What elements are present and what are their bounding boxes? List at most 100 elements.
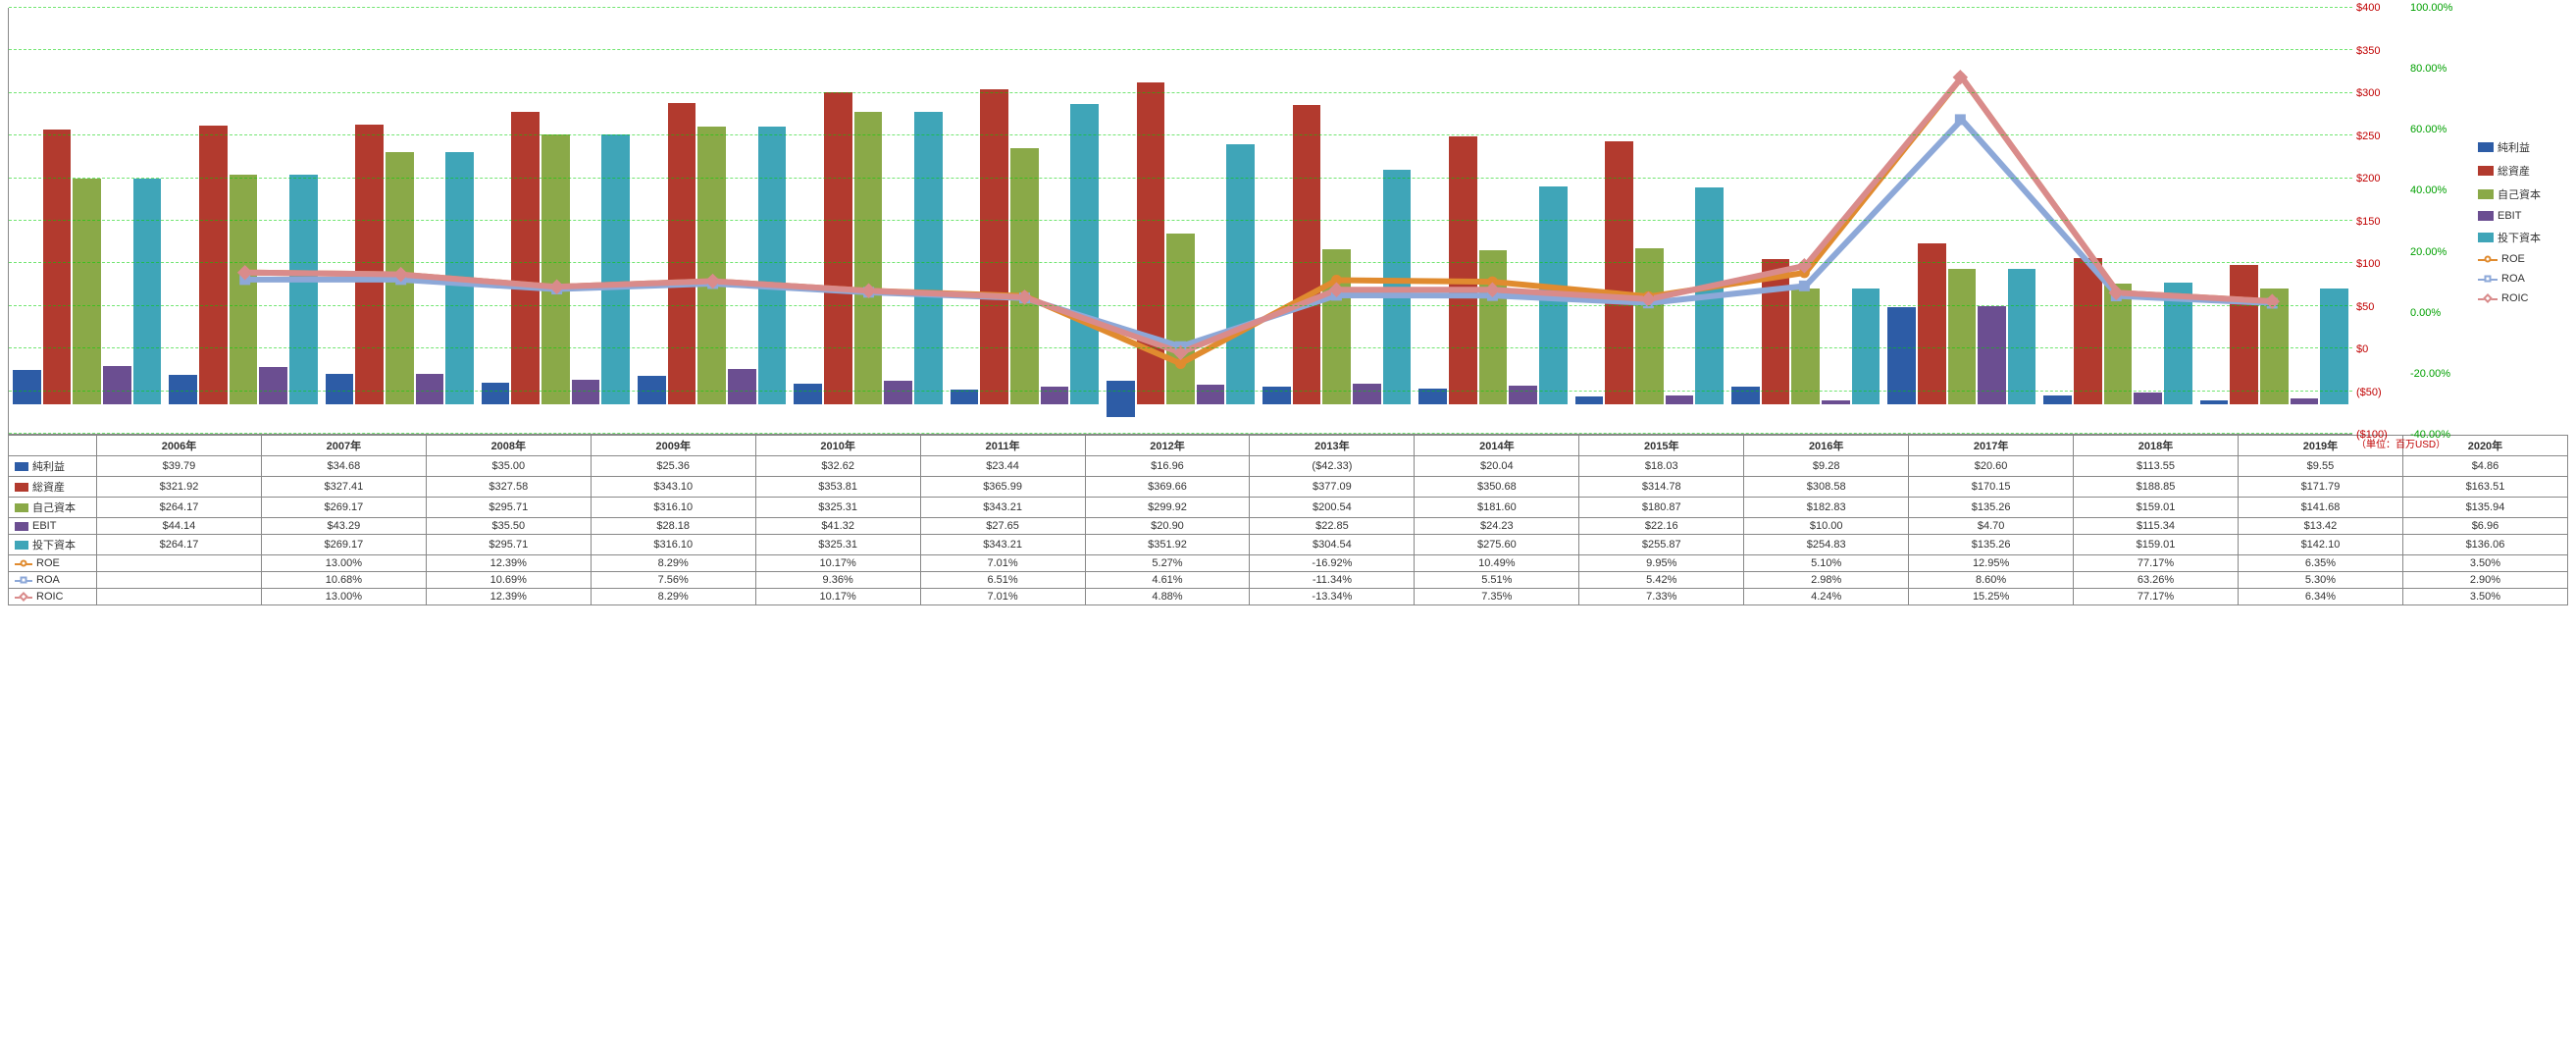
bar-total_assets: [1293, 105, 1321, 403]
primary-tick: $400: [2356, 2, 2380, 14]
legend-label: 総資産: [2498, 163, 2530, 179]
year-slot: [1259, 8, 1415, 434]
table-cell: $159.01: [2074, 498, 2239, 518]
legend-label: ROA: [2501, 273, 2525, 285]
bar-invested_capital: [1383, 170, 1412, 404]
table-cell: $142.10: [2238, 535, 2402, 555]
chart-plot: [8, 8, 2352, 435]
year-slot: [1571, 8, 1727, 434]
secondary-y-axis: -40.00%-20.00%0.00%20.00%40.00%60.00%80.…: [2406, 8, 2470, 435]
table-cell: $163.51: [2402, 477, 2567, 498]
year-slot: [322, 8, 478, 434]
table-cell: $343.10: [591, 477, 755, 498]
table-cell: $159.01: [2074, 535, 2239, 555]
table-cell: $18.03: [1579, 456, 1744, 477]
primary-tick: $50: [2356, 301, 2374, 313]
table-cell: 10.17%: [755, 589, 920, 605]
row-header: ROA: [9, 572, 97, 589]
table-cell: 3.50%: [2402, 555, 2567, 572]
row-swatch: [15, 522, 28, 531]
table-cell: $351.92: [1085, 535, 1250, 555]
table-cell: $24.23: [1415, 518, 1579, 535]
bar-total_assets: [668, 103, 696, 404]
bar-equity: [1322, 249, 1351, 404]
table-cell: 4.88%: [1085, 589, 1250, 605]
table-header-row: 2006年2007年2008年2009年2010年2011年2012年2013年…: [9, 436, 2568, 456]
bar-net_income: [326, 374, 354, 403]
table-cell: 15.25%: [1909, 589, 2074, 605]
bar-ebit: [2134, 393, 2162, 404]
table-cell: $43.29: [261, 518, 426, 535]
table-cell: $25.36: [591, 456, 755, 477]
bar-total_assets: [1762, 259, 1790, 404]
table-cell: $23.44: [920, 456, 1085, 477]
bar-total_assets: [980, 89, 1008, 404]
table-cell: $20.60: [1909, 456, 2074, 477]
bar-equity: [1479, 250, 1508, 404]
table-cell: $316.10: [591, 498, 755, 518]
bar-equity: [2104, 284, 2133, 404]
table-cell: 2.98%: [1744, 572, 1909, 589]
table-cell: 9.95%: [1579, 555, 1744, 572]
row-label: 投下資本: [32, 537, 76, 552]
row-swatch: [15, 503, 28, 512]
row-swatch: [15, 592, 32, 602]
table-cell: $180.87: [1579, 498, 1744, 518]
table-cell: 12.39%: [426, 589, 591, 605]
bar-ebit: [1822, 400, 1850, 404]
table-cell: $182.83: [1744, 498, 1909, 518]
table-year-header: 2014年: [1415, 436, 1579, 456]
table-cell: 12.39%: [426, 555, 591, 572]
table-cell: $44.14: [97, 518, 262, 535]
table-year-header: 2006年: [97, 436, 262, 456]
bar-total_assets: [1449, 136, 1477, 404]
secondary-tick: 40.00%: [2410, 184, 2447, 196]
year-slot: [1727, 8, 1883, 434]
table-year-header: 2008年: [426, 436, 591, 456]
table-cell: 7.33%: [1579, 589, 1744, 605]
table-cell: 5.42%: [1579, 572, 1744, 589]
table-cell: -11.34%: [1250, 572, 1415, 589]
gridline: [9, 347, 2352, 348]
primary-tick: $150: [2356, 216, 2380, 228]
table-row-roa: ROA10.68%10.69%7.56%9.36%6.51%4.61%-11.3…: [9, 572, 2568, 589]
bar-invested_capital: [601, 134, 630, 403]
table-cell: $369.66: [1085, 477, 1250, 498]
row-header: 総資産: [9, 477, 97, 498]
table-cell: 10.49%: [1415, 555, 1579, 572]
table-cell: 5.27%: [1085, 555, 1250, 572]
bar-total_assets: [1137, 82, 1165, 403]
bar-ebit: [416, 374, 444, 404]
legend-item-ebit: EBIT: [2478, 210, 2568, 222]
table-cell: [97, 555, 262, 572]
bar-ebit: [1666, 395, 1694, 404]
bar-invested_capital: [914, 112, 943, 404]
legend-item-roe: ROE: [2478, 253, 2568, 265]
legend-label: EBIT: [2498, 210, 2521, 222]
table-cell: 9.36%: [755, 572, 920, 589]
row-label: ROIC: [36, 591, 64, 603]
table-cell: $170.15: [1909, 477, 2074, 498]
bar-net_income: [2200, 400, 2229, 404]
secondary-tick: 0.00%: [2410, 307, 2441, 319]
bar-invested_capital: [1539, 186, 1568, 404]
bar-total_assets: [2230, 265, 2258, 404]
table-row-equity: 自己資本$264.17$269.17$295.71$316.10$325.31$…: [9, 498, 2568, 518]
legend-label: 自己資本: [2498, 186, 2541, 202]
bar-ebit: [1509, 386, 1537, 404]
year-slot: [165, 8, 321, 434]
primary-tick: $250: [2356, 131, 2380, 142]
table-cell: $275.60: [1415, 535, 1579, 555]
bar-equity: [230, 175, 258, 404]
table-cell: $22.16: [1579, 518, 1744, 535]
secondary-tick: 20.00%: [2410, 246, 2447, 258]
legend-item-roic: ROIC: [2478, 292, 2568, 304]
secondary-tick: 80.00%: [2410, 63, 2447, 75]
table-cell: $316.10: [591, 535, 755, 555]
table-cell: $34.68: [261, 456, 426, 477]
legend-label: ROE: [2501, 253, 2525, 265]
bar-invested_capital: [758, 127, 787, 403]
table-cell: -16.92%: [1250, 555, 1415, 572]
gridline: [9, 305, 2352, 306]
row-label: EBIT: [32, 520, 56, 532]
